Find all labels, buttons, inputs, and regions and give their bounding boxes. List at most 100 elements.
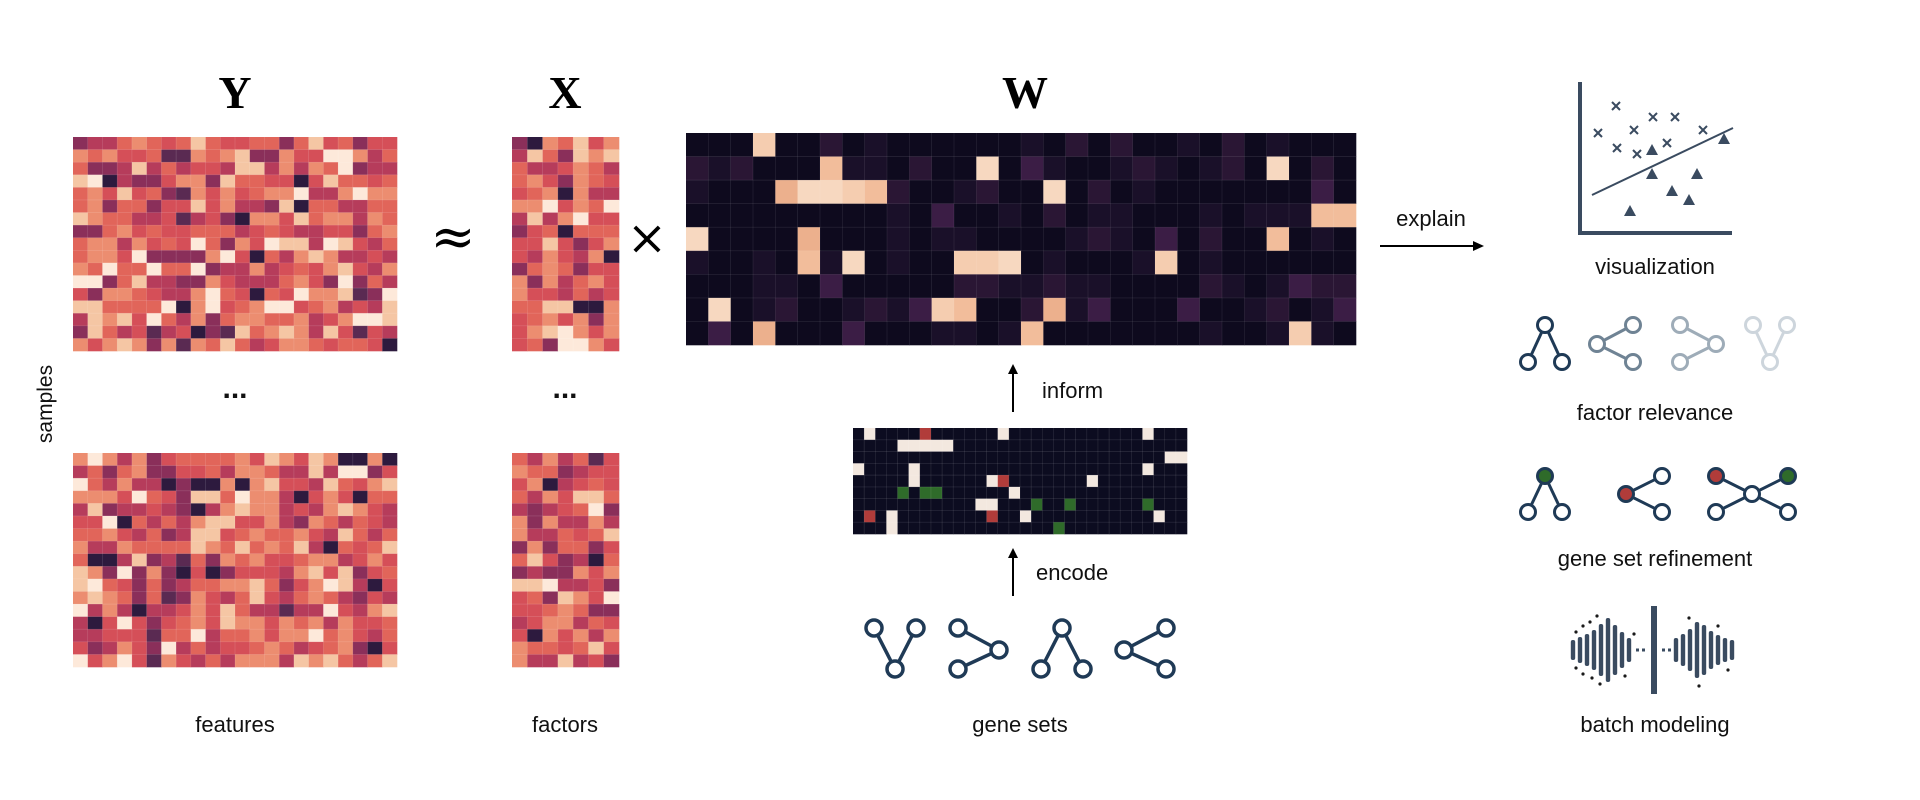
heatmap-cell [603, 300, 620, 314]
heatmap-cell [87, 616, 103, 630]
w-matrix-cell [1110, 203, 1133, 228]
heatmap-cell [527, 553, 543, 567]
heatmap-cell [264, 641, 280, 655]
heatmap-cell [588, 212, 605, 226]
heatmap-cell [220, 137, 236, 150]
heatmap-cell [87, 162, 103, 176]
heatmap-cell [117, 212, 133, 226]
encoding-cell [1142, 475, 1154, 488]
w-matrix-cell [976, 180, 999, 204]
heatmap-cell [527, 212, 543, 226]
heatmap-cell [557, 338, 574, 352]
heatmap-cell [205, 515, 221, 529]
heatmap-cell [161, 187, 177, 201]
w-matrix-cell [820, 203, 843, 228]
heatmap-cell [293, 300, 309, 314]
heatmap-cell [146, 541, 162, 555]
heatmap-cell [264, 528, 280, 542]
heatmap-cell [542, 162, 559, 176]
w-matrix-cell [1222, 227, 1245, 252]
w-matrix-cell [931, 274, 955, 299]
inform-arrow [1008, 364, 1018, 412]
encoding-cell [875, 428, 887, 441]
heatmap-cell [176, 465, 192, 479]
heatmap-cell [367, 604, 383, 617]
encoding-cell [1086, 522, 1099, 535]
heatmap-cell [87, 453, 103, 466]
heatmap-cell [527, 199, 543, 213]
heatmap-cell [338, 629, 354, 643]
heatmap-cell [338, 566, 354, 580]
heatmap-cell [293, 629, 309, 643]
scatter-triangle-mark [1624, 205, 1636, 216]
w-matrix-cell [1088, 227, 1111, 252]
heatmap-cell [382, 629, 398, 643]
heatmap-cell [588, 453, 605, 466]
heatmap-cell [220, 338, 236, 352]
gene-set-share-left-icon [1114, 618, 1176, 679]
heatmap-cell [323, 137, 339, 150]
heatmap-cell [102, 325, 118, 339]
heatmap-cell [293, 338, 309, 352]
encoding-cell [908, 463, 921, 476]
heatmap-cell [367, 541, 383, 555]
refine-graph-icon-1 [1519, 467, 1571, 521]
heatmap-cell [220, 515, 236, 529]
heatmap-cell [249, 313, 265, 327]
heatmap-cell [352, 288, 368, 301]
heatmap-cell [323, 338, 339, 352]
w-matrix-cell [1043, 321, 1066, 346]
heatmap-cell [235, 250, 251, 264]
encoding-cell [1086, 486, 1099, 499]
heatmap-cell [235, 616, 251, 630]
heatmap-cell [367, 313, 383, 327]
w-matrix-cell [887, 203, 910, 228]
heatmap-cell [205, 300, 221, 314]
heatmap-cell [161, 174, 177, 188]
heatmap-cell [249, 325, 265, 339]
heatmap-cell [220, 566, 236, 580]
heatmap-cell [87, 250, 103, 264]
encoding-cell [886, 439, 898, 452]
heatmap-cell [102, 578, 118, 592]
heatmap-cell [527, 174, 543, 188]
heatmap-cell [382, 174, 398, 188]
w-matrix-cell [1088, 250, 1111, 275]
heatmap-cell [190, 604, 206, 617]
w-matrix-cell [1311, 297, 1334, 322]
w-matrix-cell [708, 156, 731, 181]
w-matrix-cell [1266, 274, 1290, 299]
heatmap-cell [573, 275, 589, 289]
encoding-cell [1042, 498, 1054, 511]
heatmap-cell [603, 528, 620, 542]
w-matrix-cell [708, 203, 731, 228]
heatmap-cell [557, 225, 574, 239]
heatmap-cell [293, 174, 309, 188]
w-matrix-cell [1110, 321, 1133, 346]
encoding-cell [886, 498, 898, 511]
heatmap-cell [527, 225, 543, 239]
encoding-cell [1120, 522, 1132, 535]
heatmap-cell [323, 300, 339, 314]
w-matrix-cell [1088, 133, 1111, 157]
w-matrix-cell [1222, 274, 1245, 299]
w-matrix-cell [1110, 133, 1133, 157]
heatmap-cell [190, 187, 206, 201]
w-matrix-cell [1065, 297, 1089, 322]
gene-set-refinement-label: gene set refinement [1558, 546, 1752, 571]
heatmap-cell [73, 478, 89, 492]
heatmap-cell [73, 604, 89, 617]
heatmap-cell [382, 503, 398, 517]
heatmap-cell [279, 566, 295, 580]
heatmap-cell [352, 300, 368, 314]
heatmap-cell [308, 453, 324, 466]
encoding-cell [1175, 475, 1188, 488]
encoding-cell [1120, 510, 1132, 523]
heatmap-cell [220, 174, 236, 188]
heatmap-cell [73, 212, 89, 226]
heatmap-cell [249, 187, 265, 201]
heatmap-cell [573, 288, 589, 301]
heatmap-cell [352, 478, 368, 492]
w-matrix-cell [820, 250, 843, 275]
heatmap-cell [161, 453, 177, 466]
